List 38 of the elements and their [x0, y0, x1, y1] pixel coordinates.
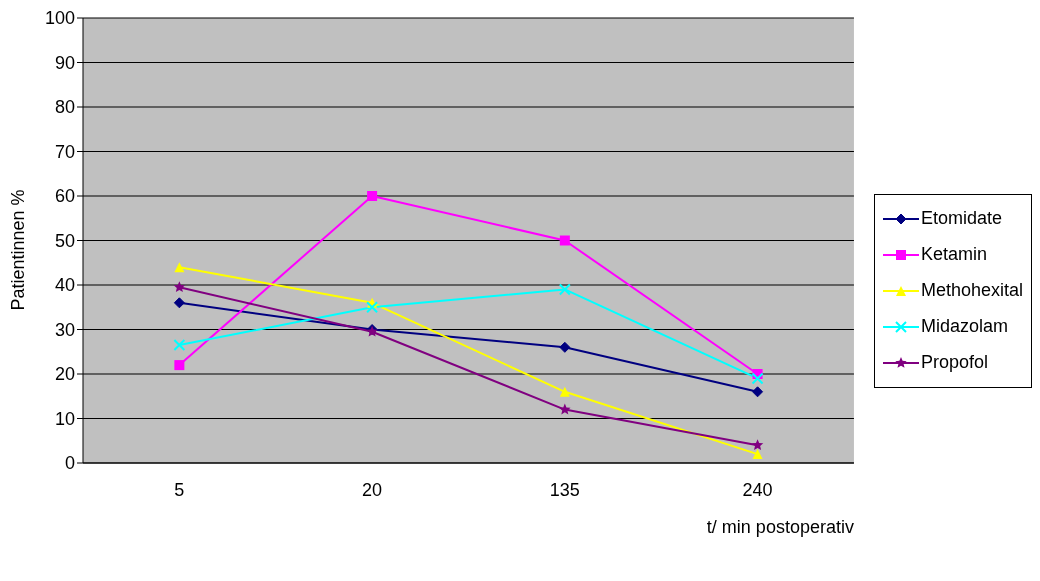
point	[367, 191, 378, 201]
y-tick-label: 60	[54, 186, 75, 207]
point	[173, 281, 186, 293]
point	[752, 449, 763, 460]
point	[559, 386, 570, 397]
y-tick-label: 10	[54, 408, 75, 429]
point	[173, 297, 185, 309]
y-axis-title: Patientinnen %	[8, 189, 29, 311]
y-tick-label: 90	[54, 52, 75, 73]
y-tick-label: 100	[44, 8, 75, 29]
point	[751, 372, 764, 385]
legend-label: Etomidate	[920, 208, 1002, 229]
point	[174, 262, 185, 273]
legend-label: Methohexital	[920, 280, 1023, 301]
point	[559, 341, 571, 353]
x-tick-label: 20	[362, 479, 383, 500]
y-tick-label: 20	[54, 364, 75, 385]
point	[173, 339, 186, 352]
y-tick-label: 50	[54, 230, 75, 251]
x-axis-title: t/ min postoperativ	[706, 517, 854, 537]
point	[559, 235, 570, 246]
point	[558, 283, 571, 296]
legend-label: Midazolam	[920, 316, 1008, 337]
y-tick-label: 0	[64, 453, 75, 474]
y-tick-label: 40	[54, 275, 75, 296]
point	[174, 360, 185, 371]
x-tick-label: 5	[174, 479, 185, 500]
point	[366, 301, 379, 314]
x-tick-label: 240	[742, 479, 773, 500]
legend-label: Ketamin	[920, 244, 987, 265]
point	[752, 386, 764, 398]
point	[559, 403, 571, 415]
point	[751, 439, 764, 451]
legend-label: Propofol	[920, 352, 988, 373]
x-tick-label: 135	[549, 479, 580, 500]
y-tick-label: 80	[54, 97, 75, 118]
y-tick-label: 30	[54, 319, 75, 340]
y-tick-label: 70	[54, 141, 75, 162]
